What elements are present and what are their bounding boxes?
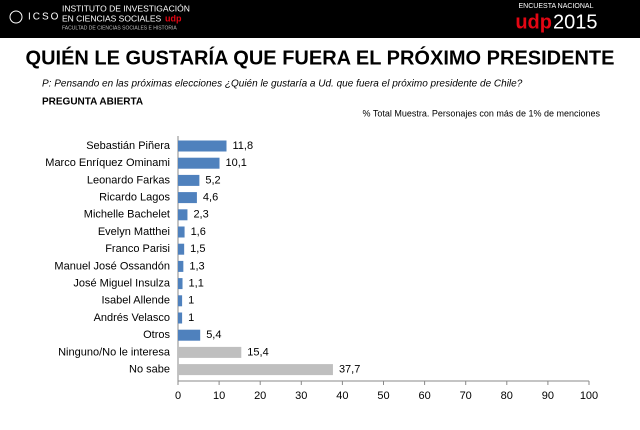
value-label: 1,6 <box>191 226 206 238</box>
value-label: 1 <box>188 312 194 324</box>
value-label: 37,7 <box>339 364 360 376</box>
value-label: 2,3 <box>193 209 208 221</box>
x-tick-label: 0 <box>175 390 181 402</box>
value-label: 15,4 <box>247 346 268 358</box>
header-band <box>0 0 640 38</box>
y-tick-label: Marco Enríquez Ominami <box>45 157 170 169</box>
bar <box>178 226 185 238</box>
bar <box>178 278 183 290</box>
chart-title: QUIÉN LE GUSTARÍA QUE FUERA EL PRÓXIMO P… <box>26 45 615 69</box>
brand: udp <box>515 11 552 33</box>
x-tick-label: 90 <box>542 390 554 402</box>
logo-circle <box>9 10 23 24</box>
logo: ICSO <box>28 12 60 23</box>
value-label: 1,1 <box>189 278 204 290</box>
bar <box>178 260 184 272</box>
survey: ENCUESTA NACIONAL <box>519 3 594 10</box>
y-tick-label: Evelyn Matthei <box>98 226 170 238</box>
y-tick-label: Michelle Bachelet <box>84 209 170 221</box>
value-label: 5,4 <box>206 329 221 341</box>
value-label: 5,2 <box>205 174 220 186</box>
year: 2015 <box>553 11 598 33</box>
y-tick-label: Leonardo Farkas <box>87 174 171 186</box>
value-label: 1,5 <box>190 243 205 255</box>
value-label: 1,3 <box>189 260 204 272</box>
note: % Total Muestra. Personajes con más de 1… <box>363 108 601 118</box>
x-tick-label: 10 <box>213 390 225 402</box>
y-tick-label: Ninguno/No le interesa <box>58 346 171 358</box>
bar <box>178 346 242 358</box>
y-tick-label: Manuel José Ossandón <box>54 260 170 272</box>
y-tick-label: Isabel Allende <box>102 295 171 307</box>
y-tick-label: Otros <box>143 329 170 341</box>
y-tick-label: Sebastián Piñera <box>86 140 171 152</box>
bar <box>178 192 197 204</box>
bar <box>178 209 188 221</box>
x-tick-label: 60 <box>418 390 430 402</box>
bar <box>178 312 183 324</box>
value-label: 10,1 <box>226 157 247 169</box>
bar <box>178 174 200 186</box>
x-tick-label: 100 <box>580 390 598 402</box>
x-tick-label: 50 <box>377 390 389 402</box>
bar <box>178 243 185 255</box>
org-brand: udp <box>165 13 182 23</box>
y-tick-label: José Miguel Insulza <box>73 278 170 290</box>
bar <box>178 364 333 376</box>
question-type: PREGUNTA ABIERTA <box>42 97 143 108</box>
x-tick-label: 40 <box>336 390 348 402</box>
y-tick-label: No sabe <box>129 364 170 376</box>
bar <box>178 295 183 307</box>
value-label: 4,6 <box>203 192 218 204</box>
x-tick-label: 70 <box>460 390 472 402</box>
value-label: 1 <box>188 295 194 307</box>
org-line: INSTITUTO DE INVESTIGACIÓN <box>62 3 190 13</box>
subtitle: P: Pensando en las próximas elecciones ¿… <box>42 79 523 90</box>
x-tick-label: 30 <box>295 390 307 402</box>
bar <box>178 157 220 169</box>
value-label: 11,8 <box>232 140 253 152</box>
x-tick-label: 80 <box>501 390 513 402</box>
bar <box>178 329 201 341</box>
y-tick-label: Andrés Velasco <box>94 312 170 324</box>
x-tick-label: 20 <box>254 390 266 402</box>
bar <box>178 140 227 152</box>
y-tick-label: Franco Parisi <box>105 243 170 255</box>
faculty: FACULTAD DE CIENCIAS SOCIALES E HISTORIA <box>62 25 177 31</box>
org-line: EN CIENCIAS SOCIALES <box>62 13 162 23</box>
y-tick-label: Ricardo Lagos <box>99 192 170 204</box>
